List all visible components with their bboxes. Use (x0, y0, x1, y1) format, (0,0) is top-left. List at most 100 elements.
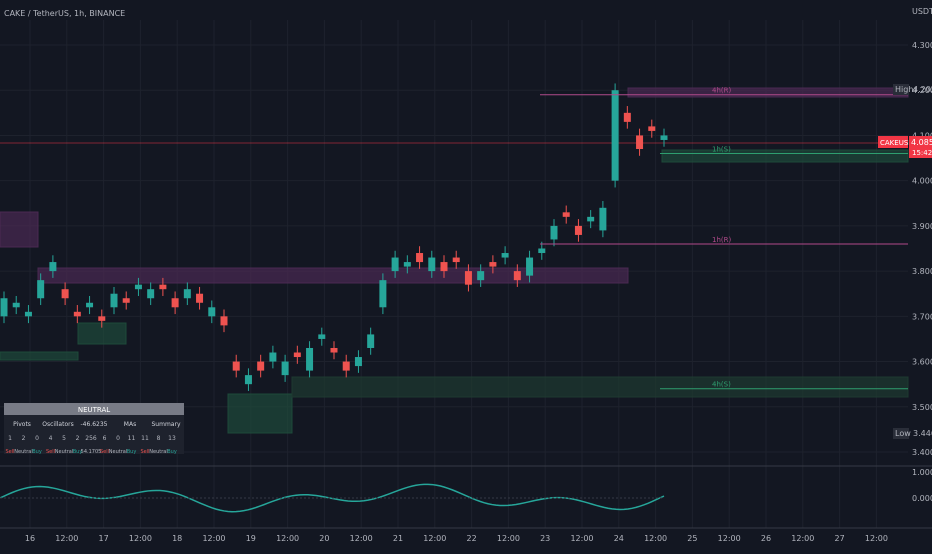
candle-body (293, 352, 301, 358)
candle-body (501, 253, 509, 258)
candle-body (37, 280, 45, 299)
candle-body (391, 257, 399, 272)
high-tag-value: 4.202 (913, 85, 932, 94)
pivot-label: 4h(S) (712, 381, 731, 389)
candle-body (73, 311, 81, 317)
y-tick-label: 3.800 (912, 267, 932, 276)
symbol-title: CAKE / TetherUS, 1h, BINANCE (4, 9, 125, 18)
x-tick-label: 12:00 (202, 534, 225, 543)
y-tick-label: 3.400 (912, 448, 932, 457)
pivot-levels: 4h(R) 1h(S) 1h(R) 4h(S) (540, 87, 908, 390)
candle-body (428, 257, 436, 272)
table-count: 6 (103, 435, 107, 442)
candle-body (489, 262, 497, 267)
candle-body (244, 375, 252, 385)
table-label: Neutral (55, 449, 73, 455)
low-tag-value: 3.446 (913, 429, 932, 438)
current-price-tag (878, 136, 908, 148)
pivot-zone (0, 211, 39, 248)
candle-body (440, 262, 448, 272)
x-tick-label: 12:00 (644, 534, 667, 543)
table-count: 13 (168, 435, 176, 442)
y-tick-label: 3.500 (912, 403, 932, 412)
candle-body (183, 289, 191, 299)
candle-body (257, 361, 265, 371)
x-tick-label: 16 (25, 534, 35, 543)
candle-body (269, 352, 277, 362)
table-label: Sell (100, 449, 109, 455)
candle-body (611, 90, 619, 181)
table-body-bg (4, 415, 184, 454)
low-tag-bg (893, 428, 909, 439)
low-tag-label: Low (895, 429, 911, 438)
oscillator-pane: 1.000 0.000 (0, 465, 932, 513)
x-tick-label: 12:00 (570, 534, 593, 543)
candle-body (636, 135, 644, 150)
candle-body (0, 298, 8, 317)
high-tag-label: High (895, 85, 913, 94)
candle-body (196, 293, 204, 303)
x-tick-label: 26 (761, 534, 771, 543)
pivot-zone (661, 149, 909, 163)
candle-body (306, 347, 314, 371)
candle-body (477, 271, 485, 281)
candle-body (134, 284, 142, 290)
table-header: Pivots (13, 421, 31, 428)
pivot-label: 1h(S) (712, 146, 731, 154)
currency-label: USDT (912, 7, 932, 16)
candle-body (24, 311, 32, 317)
table-title-bg (4, 403, 184, 415)
table-count: 2 (22, 435, 26, 442)
x-tick-label: 12:00 (350, 534, 373, 543)
candle-body (330, 347, 338, 353)
candle-body (354, 357, 362, 367)
time-axis[interactable]: 16 12:00 17 12:00 18 12:00 19 12:00 20 12:00 21 12:… (0, 527, 932, 543)
countdown: 15:42 (912, 149, 932, 157)
table-label: Buy (32, 449, 42, 455)
x-tick-label: 24 (614, 534, 624, 543)
x-tick-label: 17 (99, 534, 109, 543)
x-tick-label: 27 (835, 534, 845, 543)
candle-body (587, 216, 595, 222)
pivot-zone (0, 351, 79, 361)
x-tick-label: 23 (540, 534, 550, 543)
pivot-zone (227, 393, 293, 434)
candle-body (232, 361, 240, 371)
candle-body (122, 298, 130, 303)
candle-body (513, 271, 521, 281)
candle-body (147, 289, 155, 299)
table-count: 11 (128, 435, 136, 442)
candle-body (86, 302, 94, 308)
x-tick-label: 18 (172, 534, 182, 543)
table-count: 4 (49, 435, 53, 442)
candle-body (623, 112, 631, 122)
table-count: 0 (116, 435, 120, 442)
pivot-zone (37, 267, 629, 284)
table-count: 11 (141, 435, 149, 442)
table-label: Neutral (109, 449, 127, 455)
osc-tick-label: 0.000 (912, 494, 932, 503)
table-count: 0 (35, 435, 39, 442)
candle-body (110, 293, 118, 308)
pivot-zone (627, 87, 909, 98)
x-tick-label: 12:00 (865, 534, 888, 543)
y-tick-label: 4.000 (912, 177, 932, 186)
x-tick-label: 21 (393, 534, 403, 543)
y-tick-label: 4.300 (912, 41, 932, 50)
price-axis[interactable]: 4.300 4.200 4.100 4.000 3.900 3.800 3.700 3.600… (912, 41, 932, 457)
candle-body (464, 271, 472, 285)
table-header: Oscillators (42, 421, 73, 428)
x-tick-label: 12:00 (423, 534, 446, 543)
table-title: NEUTRAL (78, 406, 110, 414)
table-count: 8 (157, 435, 161, 442)
table-count: 5 (62, 435, 66, 442)
x-tick-label: 12:00 (497, 534, 520, 543)
candle-body (220, 316, 228, 326)
candle-body (550, 225, 558, 240)
candle-body (526, 257, 534, 276)
table-label: Neutral (149, 449, 167, 455)
pivot-zone (291, 376, 909, 398)
y-tick-label: 3.700 (912, 312, 932, 321)
y-tick-label: 3.900 (912, 222, 932, 231)
